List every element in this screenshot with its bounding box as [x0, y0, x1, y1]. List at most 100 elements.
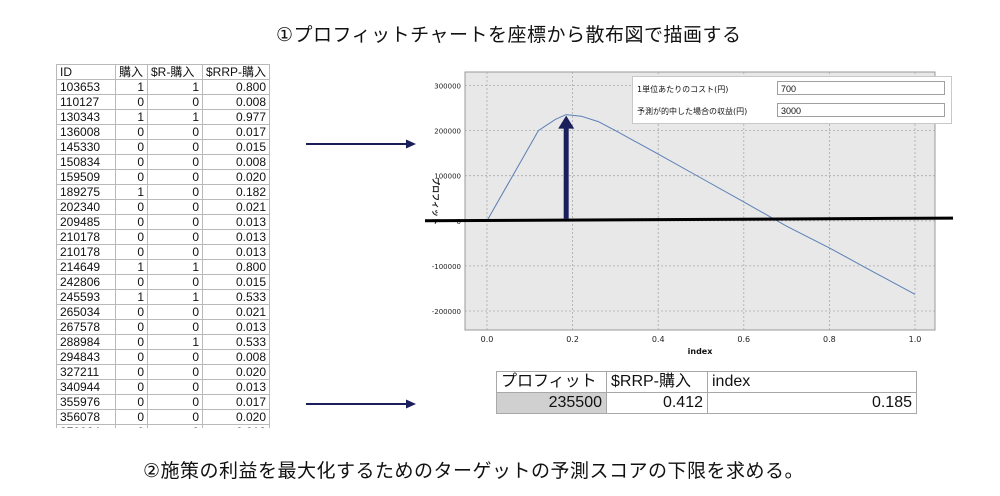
table-row[interactable]: 209485 0 0 0.013 [56, 214, 271, 230]
cell-r-purchase[interactable]: 0 [147, 229, 203, 245]
cell-id[interactable]: 136008 [56, 124, 116, 140]
cell-r-purchase[interactable]: 0 [147, 169, 203, 185]
cell-rrp-purchase[interactable]: 0.020 [201, 364, 271, 380]
table-row[interactable]: 103653 1 1 0.800 [56, 79, 271, 95]
table-row[interactable]: 210178 0 0 0.013 [56, 244, 271, 260]
column-header-purchase[interactable]: 購入 [115, 64, 148, 80]
cell-rrp-purchase[interactable]: 0.015 [201, 274, 271, 290]
cell-purchase[interactable]: 0 [115, 379, 148, 395]
cell-rrp-purchase[interactable]: 0.013 [201, 214, 271, 230]
table-row[interactable]: 110127 0 0 0.008 [56, 94, 271, 110]
cell-r-purchase[interactable]: 1 [147, 109, 203, 125]
cell-purchase[interactable]: 0 [115, 154, 148, 170]
cell-r-purchase[interactable]: 0 [147, 244, 203, 260]
table-row[interactable]: 159509 0 0 0.020 [56, 169, 271, 185]
cell-id[interactable]: 265034 [56, 304, 116, 320]
cell-rrp-purchase[interactable]: 0.013 [201, 229, 271, 245]
cell-id[interactable]: 209485 [56, 214, 116, 230]
cell-r-purchase[interactable]: 0 [147, 304, 203, 320]
cell-r-purchase[interactable]: 0 [147, 424, 203, 428]
cell-purchase[interactable]: 0 [115, 199, 148, 215]
cell-rrp-purchase[interactable]: 0.008 [201, 94, 271, 110]
cell-r-purchase[interactable]: 0 [147, 139, 203, 155]
cell-r-purchase[interactable]: 0 [147, 184, 203, 200]
column-header-id[interactable]: ID [56, 64, 116, 80]
cell-purchase[interactable]: 0 [115, 334, 148, 350]
cell-purchase[interactable]: 0 [115, 364, 148, 380]
cell-purchase[interactable]: 0 [115, 319, 148, 335]
cell-purchase[interactable]: 0 [115, 394, 148, 410]
cell-id[interactable]: 327211 [56, 364, 116, 380]
cell-rrp-purchase[interactable]: 0.013 [201, 319, 271, 335]
result-cell-index[interactable]: 0.185 [707, 392, 917, 414]
cell-purchase[interactable]: 0 [115, 424, 148, 428]
table-row[interactable]: 355976 0 0 0.017 [56, 394, 271, 410]
cell-id[interactable]: 110127 [56, 94, 116, 110]
table-row[interactable]: 340944 0 0 0.013 [56, 379, 271, 395]
cell-r-purchase[interactable]: 0 [147, 379, 203, 395]
cell-rrp-purchase[interactable]: 0.800 [201, 79, 271, 95]
cell-purchase[interactable]: 0 [115, 274, 148, 290]
table-row[interactable]: 370024000.013 [56, 424, 271, 428]
cell-r-purchase[interactable]: 0 [147, 394, 203, 410]
cell-rrp-purchase[interactable]: 0.533 [201, 289, 271, 305]
cell-purchase[interactable]: 0 [115, 409, 148, 425]
cell-id[interactable]: 355976 [56, 394, 116, 410]
cell-rrp-purchase[interactable]: 0.533 [201, 334, 271, 350]
cell-id[interactable]: 150834 [56, 154, 116, 170]
cell-rrp-purchase[interactable]: 0.015 [201, 139, 271, 155]
cell-rrp-purchase[interactable]: 0.013 [201, 379, 271, 395]
cell-id[interactable]: 214649 [56, 259, 116, 275]
cell-purchase[interactable]: 0 [115, 169, 148, 185]
column-header-rrp-purchase[interactable]: $RRP-購入 [201, 64, 271, 80]
cell-id[interactable]: 210178 [56, 244, 116, 260]
result-cell-profit[interactable]: 235500 [496, 392, 607, 414]
cell-rrp-purchase[interactable]: 0.021 [201, 304, 271, 320]
table-row[interactable]: 150834 0 0 0.008 [56, 154, 271, 170]
cell-r-purchase[interactable]: 0 [147, 124, 203, 140]
cell-purchase[interactable]: 0 [115, 214, 148, 230]
cell-id[interactable]: 242806 [56, 274, 116, 290]
cell-id[interactable]: 103653 [56, 79, 116, 95]
cell-id[interactable]: 267578 [56, 319, 116, 335]
cell-r-purchase[interactable]: 0 [147, 154, 203, 170]
table-row[interactable]: 214649 1 1 0.800 [56, 259, 271, 275]
cell-purchase[interactable]: 1 [115, 79, 148, 95]
cell-rrp-purchase[interactable]: 0.013 [201, 424, 271, 428]
table-row[interactable]: 245593 1 1 0.533 [56, 289, 271, 305]
table-row[interactable]: 267578 0 0 0.013 [56, 319, 271, 335]
cell-id[interactable]: 288984 [56, 334, 116, 350]
cell-id[interactable]: 210178 [56, 229, 116, 245]
cell-purchase[interactable]: 0 [115, 349, 148, 365]
table-row[interactable]: 130343 1 1 0.977 [56, 109, 271, 125]
cell-rrp-purchase[interactable]: 0.977 [201, 109, 271, 125]
result-header-profit[interactable]: プロフィット [496, 371, 607, 393]
cell-r-purchase[interactable]: 0 [147, 349, 203, 365]
cell-r-purchase[interactable]: 0 [147, 94, 203, 110]
cell-r-purchase[interactable]: 0 [147, 364, 203, 380]
cell-id[interactable]: 189275 [56, 184, 116, 200]
cell-id[interactable]: 145330 [56, 139, 116, 155]
cost-input[interactable]: 700 [777, 81, 945, 95]
result-header-rrp-purchase[interactable]: $RRP-購入 [606, 371, 708, 393]
cell-rrp-purchase[interactable]: 0.008 [201, 154, 271, 170]
table-row[interactable]: 327211 0 0 0.020 [56, 364, 271, 380]
cell-purchase[interactable]: 0 [115, 229, 148, 245]
cell-rrp-purchase[interactable]: 0.013 [201, 244, 271, 260]
cell-id[interactable]: 356078 [56, 409, 116, 425]
cell-rrp-purchase[interactable]: 0.008 [201, 349, 271, 365]
cell-r-purchase[interactable]: 0 [147, 214, 203, 230]
cell-purchase[interactable]: 1 [115, 184, 148, 200]
result-cell-rrp-purchase[interactable]: 0.412 [606, 392, 708, 414]
cell-purchase[interactable]: 0 [115, 94, 148, 110]
cell-purchase[interactable]: 0 [115, 244, 148, 260]
cell-id[interactable]: 294843 [56, 349, 116, 365]
table-row[interactable]: 242806 0 0 0.015 [56, 274, 271, 290]
table-row[interactable]: 136008 0 0 0.017 [56, 124, 271, 140]
result-header-index[interactable]: index [707, 371, 917, 393]
cell-r-purchase[interactable]: 0 [147, 409, 203, 425]
cell-purchase[interactable]: 0 [115, 304, 148, 320]
cell-r-purchase[interactable]: 1 [147, 334, 203, 350]
revenue-input[interactable]: 3000 [777, 103, 945, 117]
cell-r-purchase[interactable]: 1 [147, 289, 203, 305]
